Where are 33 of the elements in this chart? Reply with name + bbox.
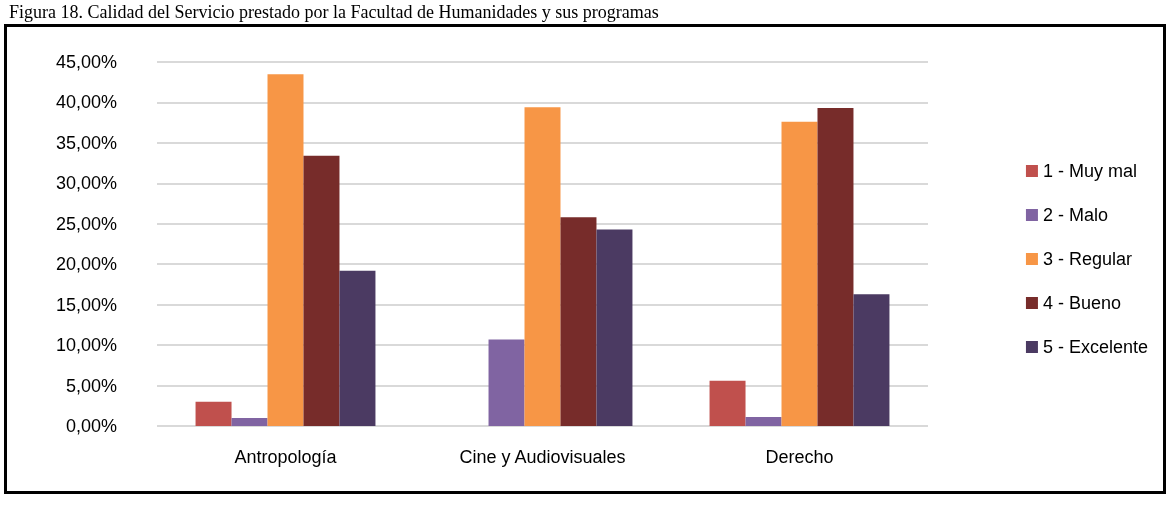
legend-label: 3 - Regular (1042, 249, 1132, 269)
legend-label: 1 - Muy mal (1042, 161, 1137, 181)
chart-title: Figura 18. Calidad del Servicio prestado por la Facultad de Humanidades y sus programas (8, 2, 660, 22)
legend-label: 5 - Excelente (1042, 337, 1149, 357)
bar (560, 217, 597, 426)
bar (231, 417, 268, 426)
bar (303, 155, 340, 426)
bar (781, 121, 818, 426)
y-tick-label: 30,00% (55, 173, 117, 194)
x-tick-label: Cine y Audiovisuales (459, 447, 626, 467)
y-tick-label: 40,00% (55, 92, 117, 113)
y-tick-label: 25,00% (55, 213, 117, 234)
y-tick-label: 15,00% (55, 294, 117, 315)
bar (709, 380, 746, 426)
bar (853, 294, 890, 426)
bar (596, 229, 633, 426)
y-tick-label: 45,00% (55, 52, 117, 72)
bar (267, 74, 304, 426)
bar (488, 339, 525, 426)
bar (524, 107, 561, 426)
x-tick-label: Antropología (234, 447, 338, 467)
bar (817, 108, 854, 426)
bar (195, 401, 232, 426)
x-tick-label: Derecho (765, 447, 834, 467)
y-tick-label: 20,00% (55, 254, 117, 275)
legend-label: 4 - Bueno (1042, 293, 1122, 313)
y-tick-label: 10,00% (55, 335, 117, 356)
bar (339, 270, 376, 426)
bar (745, 417, 782, 426)
y-tick-label: 0,00% (65, 416, 117, 436)
y-tick-label: 5,00% (65, 375, 117, 396)
legend-label: 2 - Malo (1042, 205, 1108, 225)
y-tick-label: 35,00% (55, 132, 117, 153)
